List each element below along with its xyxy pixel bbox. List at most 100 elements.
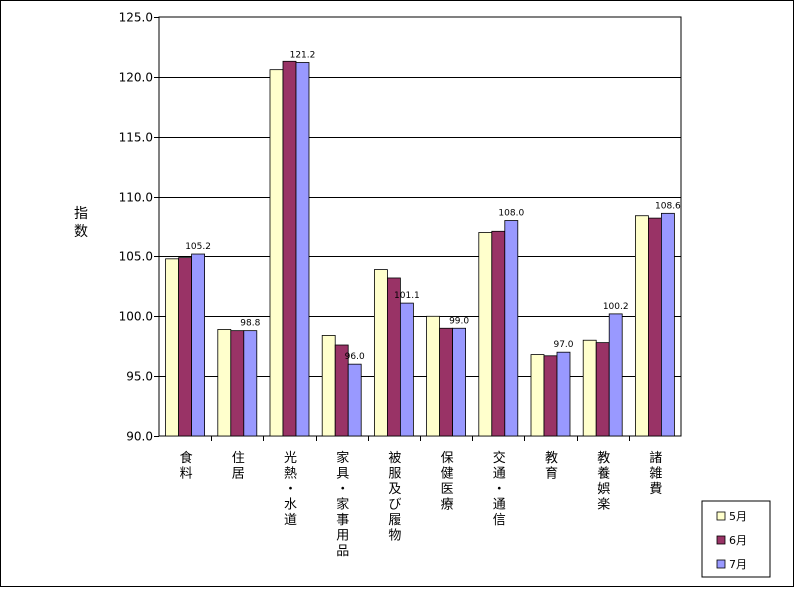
y-tick-label: 120.0: [119, 71, 153, 85]
bar: [321, 335, 336, 437]
bar: [452, 327, 467, 437]
data-label: 97.0: [553, 340, 573, 350]
category-label-char: 健: [441, 467, 454, 482]
category-label: 保健医療: [441, 451, 454, 513]
category-label-char: 娯: [597, 482, 610, 497]
y-axis-title-char: 指: [74, 206, 88, 222]
legend-swatch: [716, 535, 726, 545]
legend: 5月 6月 7月: [701, 500, 771, 578]
bar: [635, 215, 649, 437]
y-tick-label: 105.0: [119, 250, 153, 264]
legend-label: 5月: [729, 510, 747, 523]
category-label-char: 道: [284, 513, 297, 528]
category-label-char: 医: [441, 482, 454, 497]
data-label: 99.0: [449, 316, 469, 326]
y-tick-label: 125.0: [119, 11, 153, 25]
bar: [556, 351, 571, 437]
category-label-char: 教: [545, 450, 558, 466]
bar: [595, 342, 610, 437]
data-label: 101.1: [394, 291, 420, 301]
legend-label: 7月: [729, 558, 747, 571]
bar: [582, 339, 597, 437]
y-tick-label: 115.0: [119, 131, 153, 145]
y-tick-labels: 90.0 95.0 100.0 105.0 110.0 115.0 120.0 125.0: [119, 11, 153, 444]
category-label-char: 事: [336, 513, 349, 528]
category-label: 教養娯楽: [597, 450, 610, 513]
bar: [543, 355, 558, 437]
y-tick-label: 95.0: [126, 370, 153, 384]
bar: [426, 315, 441, 437]
category-label: 住居: [232, 451, 245, 482]
category-label-char: ・: [493, 482, 506, 497]
category-label-char: び: [388, 498, 401, 513]
legend-box: [701, 500, 771, 578]
bar: [347, 363, 362, 437]
bar: [269, 69, 284, 437]
category-label-char: 雑: [649, 466, 662, 482]
category-label-char: 教: [597, 450, 610, 466]
category-label-char: 食: [180, 450, 193, 466]
category-label: 光熱・水道: [284, 451, 297, 528]
category-label-char: 費: [649, 482, 662, 497]
category-label: 交通・通信: [493, 450, 506, 528]
bars: [165, 60, 675, 437]
data-label: 108.0: [498, 209, 524, 219]
category-label-char: 物: [388, 529, 401, 544]
bar: [217, 329, 232, 437]
bar: [399, 302, 414, 437]
legend-label: 6月: [729, 534, 747, 547]
bar: [478, 232, 493, 437]
category-label-char: 交: [493, 450, 506, 466]
bar: [439, 327, 454, 437]
category-label-char: 育: [545, 466, 558, 482]
category-label: 被服及び履物: [388, 451, 401, 544]
bar: [648, 217, 662, 437]
legend-swatch: [716, 559, 726, 569]
category-label-char: 具: [336, 467, 349, 482]
category-label: 食料: [180, 450, 193, 482]
y-axis-label: 指数: [74, 206, 88, 240]
category-label-char: 被: [388, 451, 401, 466]
bar: [386, 277, 401, 437]
bar: [504, 220, 519, 437]
category-label-char: ・: [336, 482, 349, 497]
category-label-char: 家: [336, 497, 349, 513]
category-label-char: 居: [232, 467, 245, 482]
data-label: 108.6: [655, 201, 681, 211]
category-label-char: 料: [180, 467, 193, 482]
category-label-char: 用: [336, 529, 349, 544]
bar: [178, 257, 193, 437]
category-label-char: 品: [336, 544, 349, 559]
category-label: 諸雑費: [649, 450, 662, 497]
bar: [230, 330, 245, 437]
category-label-char: 通: [493, 467, 506, 482]
category-label-char: 通: [493, 498, 506, 513]
category-label-char: 諸: [649, 450, 662, 466]
y-tick-label: 100.0: [119, 310, 153, 324]
data-label: 100.2: [603, 302, 629, 312]
category-label-char: 家: [336, 450, 349, 466]
category-label-char: 養: [597, 466, 610, 482]
category-label-char: 水: [284, 498, 297, 513]
category-label: 家具・家事用品: [336, 450, 349, 559]
bar: [165, 258, 180, 437]
category-label-char: 履: [388, 513, 401, 528]
bar: [191, 253, 206, 437]
bar: [608, 313, 623, 437]
category-label-char: 住: [232, 451, 245, 466]
y-tick-label: 110.0: [119, 191, 153, 205]
category-label-char: 楽: [597, 497, 610, 513]
y-axis-title: 指数: [74, 206, 88, 240]
bar: [530, 354, 545, 437]
bar: [373, 269, 388, 437]
category-label-char: 及: [388, 482, 401, 497]
category-label-char: 熱: [284, 467, 297, 482]
data-labels: 105.2 98.8 121.2 96.0 101.1 99.0 108.0 97.0 100.…: [185, 50, 681, 362]
data-label: 121.2: [290, 50, 316, 60]
category-label: 教育: [545, 450, 558, 482]
category-label-char: 療: [441, 498, 454, 513]
legend-swatch: [716, 511, 726, 521]
